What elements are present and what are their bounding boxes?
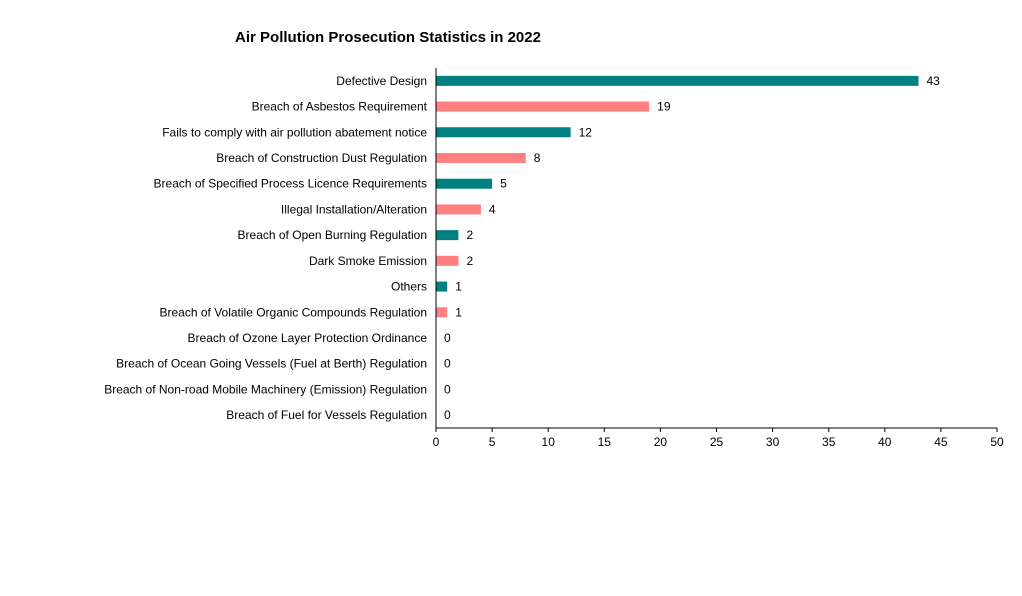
data-label: 2 — [466, 228, 473, 242]
data-label: 43 — [926, 74, 940, 88]
x-tick-label: 25 — [710, 435, 724, 449]
category-label: Breach of Fuel for Vessels Regulation — [226, 408, 427, 422]
category-label: Illegal Installation/Alteration — [281, 202, 427, 216]
x-tick-label: 15 — [598, 435, 612, 449]
data-label: 1 — [455, 305, 462, 319]
bar — [436, 75, 919, 86]
category-label: Breach of Non-road Mobile Machinery (Emi… — [104, 382, 427, 396]
data-label: 0 — [444, 382, 451, 396]
x-tick-label: 20 — [654, 435, 668, 449]
bar — [436, 127, 571, 138]
x-tick-label: 50 — [990, 435, 1004, 449]
bar — [436, 153, 526, 163]
category-label: Breach of Ozone Layer Protection Ordinan… — [188, 331, 428, 345]
bar — [436, 230, 459, 241]
data-label: 2 — [466, 254, 473, 268]
x-tick-label: 45 — [934, 435, 948, 449]
data-label: 1 — [455, 280, 462, 294]
x-tick-label: 5 — [489, 435, 496, 449]
data-label: 8 — [534, 151, 541, 165]
data-label: 5 — [500, 177, 507, 191]
category-label: Fails to comply with air pollution abate… — [162, 125, 427, 139]
category-label: Dark Smoke Emission — [309, 254, 427, 268]
data-label: 0 — [444, 357, 451, 371]
x-tick-label: 35 — [822, 435, 836, 449]
bar — [436, 204, 481, 215]
data-label: 0 — [444, 331, 451, 345]
category-label: Breach of Ocean Going Vessels (Fuel at B… — [116, 357, 427, 371]
data-label: 19 — [657, 100, 671, 114]
bar — [436, 255, 459, 266]
bar — [436, 307, 448, 318]
category-label: Breach of Volatile Organic Compounds Reg… — [160, 305, 428, 319]
data-label: 4 — [489, 202, 496, 216]
bar — [436, 281, 448, 292]
category-label: Breach of Open Burning Regulation — [238, 228, 427, 242]
chart-title: Air Pollution Prosecution Statistics in … — [235, 29, 541, 46]
category-label: Breach of Construction Dust Regulation — [216, 151, 427, 165]
x-tick-label: 30 — [766, 435, 780, 449]
category-label: Others — [391, 280, 427, 294]
x-tick-label: 40 — [878, 435, 892, 449]
category-label: Defective Design — [336, 74, 427, 88]
data-label: 12 — [579, 125, 593, 139]
x-tick-label: 10 — [542, 435, 556, 449]
category-label: Breach of Asbestos Requirement — [252, 100, 428, 114]
data-label: 0 — [444, 408, 451, 422]
bar — [436, 101, 650, 112]
x-tick-label: 0 — [433, 435, 440, 449]
bar — [436, 178, 493, 189]
category-label: Breach of Specified Process Licence Requ… — [154, 177, 427, 191]
